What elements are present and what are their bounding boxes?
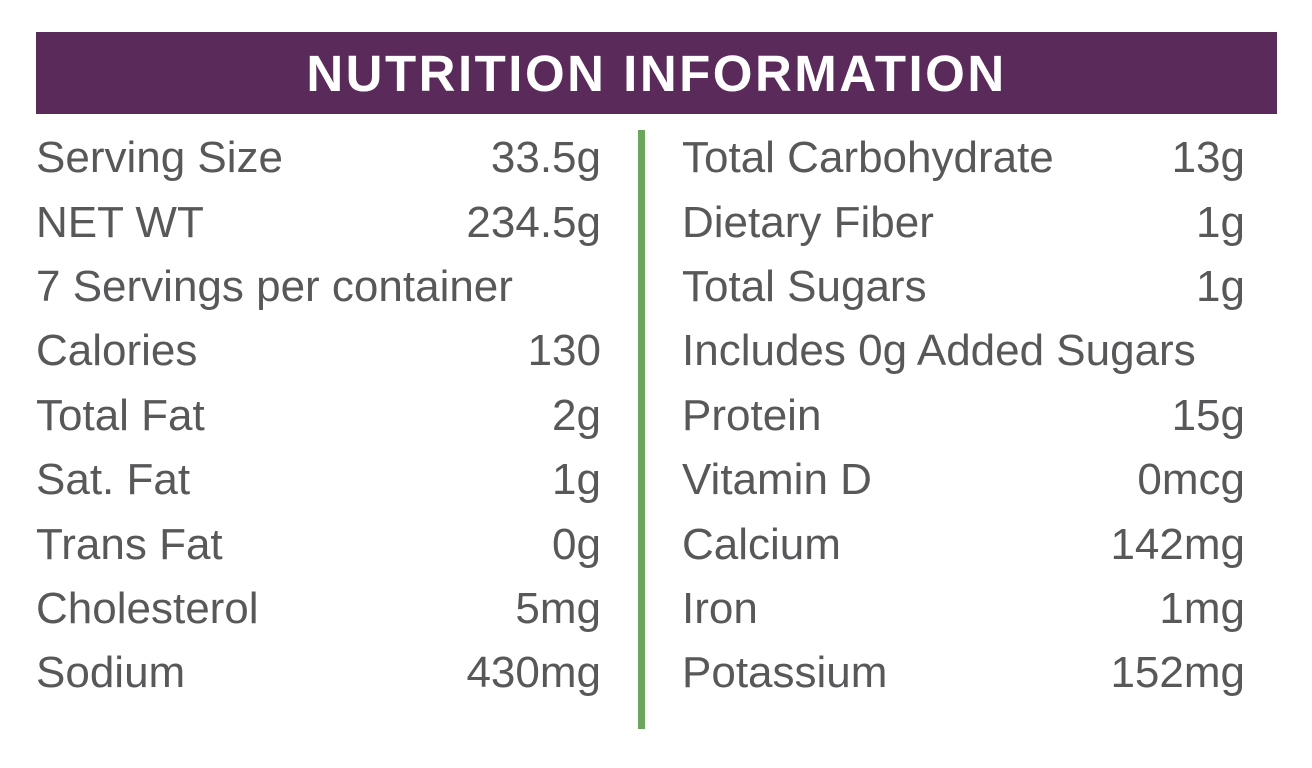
fact-label: Total Sugars	[682, 261, 927, 311]
fact-value: 0g	[552, 519, 601, 569]
fact-row-vitamin-d: Vitamin D 0mcg	[682, 448, 1245, 512]
fact-row-dietary-fiber: Dietary Fiber 1g	[682, 190, 1245, 254]
fact-value: 2g	[552, 390, 601, 440]
fact-label: Total Fat	[36, 390, 205, 440]
fact-label: Includes 0g Added Sugars	[682, 326, 1196, 376]
fact-row-calories: Calories 130	[36, 319, 601, 383]
fact-row-sat-fat: Sat. Fat 1g	[36, 448, 601, 512]
fact-label: Vitamin D	[682, 455, 872, 505]
nutrition-header-bar: NUTRITION INFORMATION	[36, 32, 1277, 114]
fact-row-cholesterol: Cholesterol 5mg	[36, 577, 601, 641]
fact-label: Potassium	[682, 648, 888, 698]
fact-row-total-sugars: Total Sugars 1g	[682, 255, 1245, 319]
fact-row-potassium: Potassium 152mg	[682, 641, 1245, 705]
fact-label: Sat. Fat	[36, 455, 191, 505]
fact-row-sodium: Sodium 430mg	[36, 641, 601, 705]
fact-value: 1g	[1196, 261, 1245, 311]
fact-label: Sodium	[36, 648, 186, 698]
fact-label: 7 Servings per container	[36, 261, 513, 311]
fact-row-added-sugars: Includes 0g Added Sugars	[682, 319, 1245, 383]
fact-row-iron: Iron 1mg	[682, 577, 1245, 641]
fact-row-protein: Protein 15g	[682, 384, 1245, 448]
fact-row-total-fat: Total Fat 2g	[36, 384, 601, 448]
fact-label: Iron	[682, 583, 758, 633]
fact-label: Total Carbohydrate	[682, 133, 1054, 183]
fact-label: Calories	[36, 326, 198, 376]
fact-value: 234.5g	[466, 197, 601, 247]
fact-value: 1g	[1196, 197, 1245, 247]
nutrition-facts-right-column: Total Carbohydrate 13g Dietary Fiber 1g …	[682, 126, 1245, 706]
vertical-divider	[638, 130, 645, 729]
fact-label: Protein	[682, 390, 822, 440]
fact-value: 15g	[1171, 390, 1245, 440]
fact-label: Trans Fat	[36, 519, 223, 569]
fact-value: 130	[527, 326, 601, 376]
fact-row-calcium: Calcium 142mg	[682, 512, 1245, 576]
fact-value: 1mg	[1159, 583, 1245, 633]
fact-row-net-wt: NET WT 234.5g	[36, 190, 601, 254]
fact-value: 152mg	[1110, 648, 1245, 698]
fact-value: 430mg	[466, 648, 601, 698]
fact-label: Calcium	[682, 519, 841, 569]
fact-value: 5mg	[515, 583, 601, 633]
page-title: NUTRITION INFORMATION	[306, 44, 1007, 102]
fact-value: 13g	[1171, 133, 1245, 183]
fact-row-serving-size: Serving Size 33.5g	[36, 126, 601, 190]
fact-row-trans-fat: Trans Fat 0g	[36, 512, 601, 576]
fact-label: Dietary Fiber	[682, 197, 934, 247]
fact-value: 1g	[552, 455, 601, 505]
fact-row-servings-per-container: 7 Servings per container	[36, 255, 601, 319]
nutrition-facts-left-column: Serving Size 33.5g NET WT 234.5g 7 Servi…	[36, 126, 601, 706]
fact-label: NET WT	[36, 197, 204, 247]
fact-label: Cholesterol	[36, 583, 259, 633]
fact-value: 33.5g	[490, 133, 601, 183]
fact-value: 142mg	[1110, 519, 1245, 569]
fact-label: Serving Size	[36, 133, 284, 183]
fact-value: 0mcg	[1137, 455, 1245, 505]
fact-row-total-carbohydrate: Total Carbohydrate 13g	[682, 126, 1245, 190]
